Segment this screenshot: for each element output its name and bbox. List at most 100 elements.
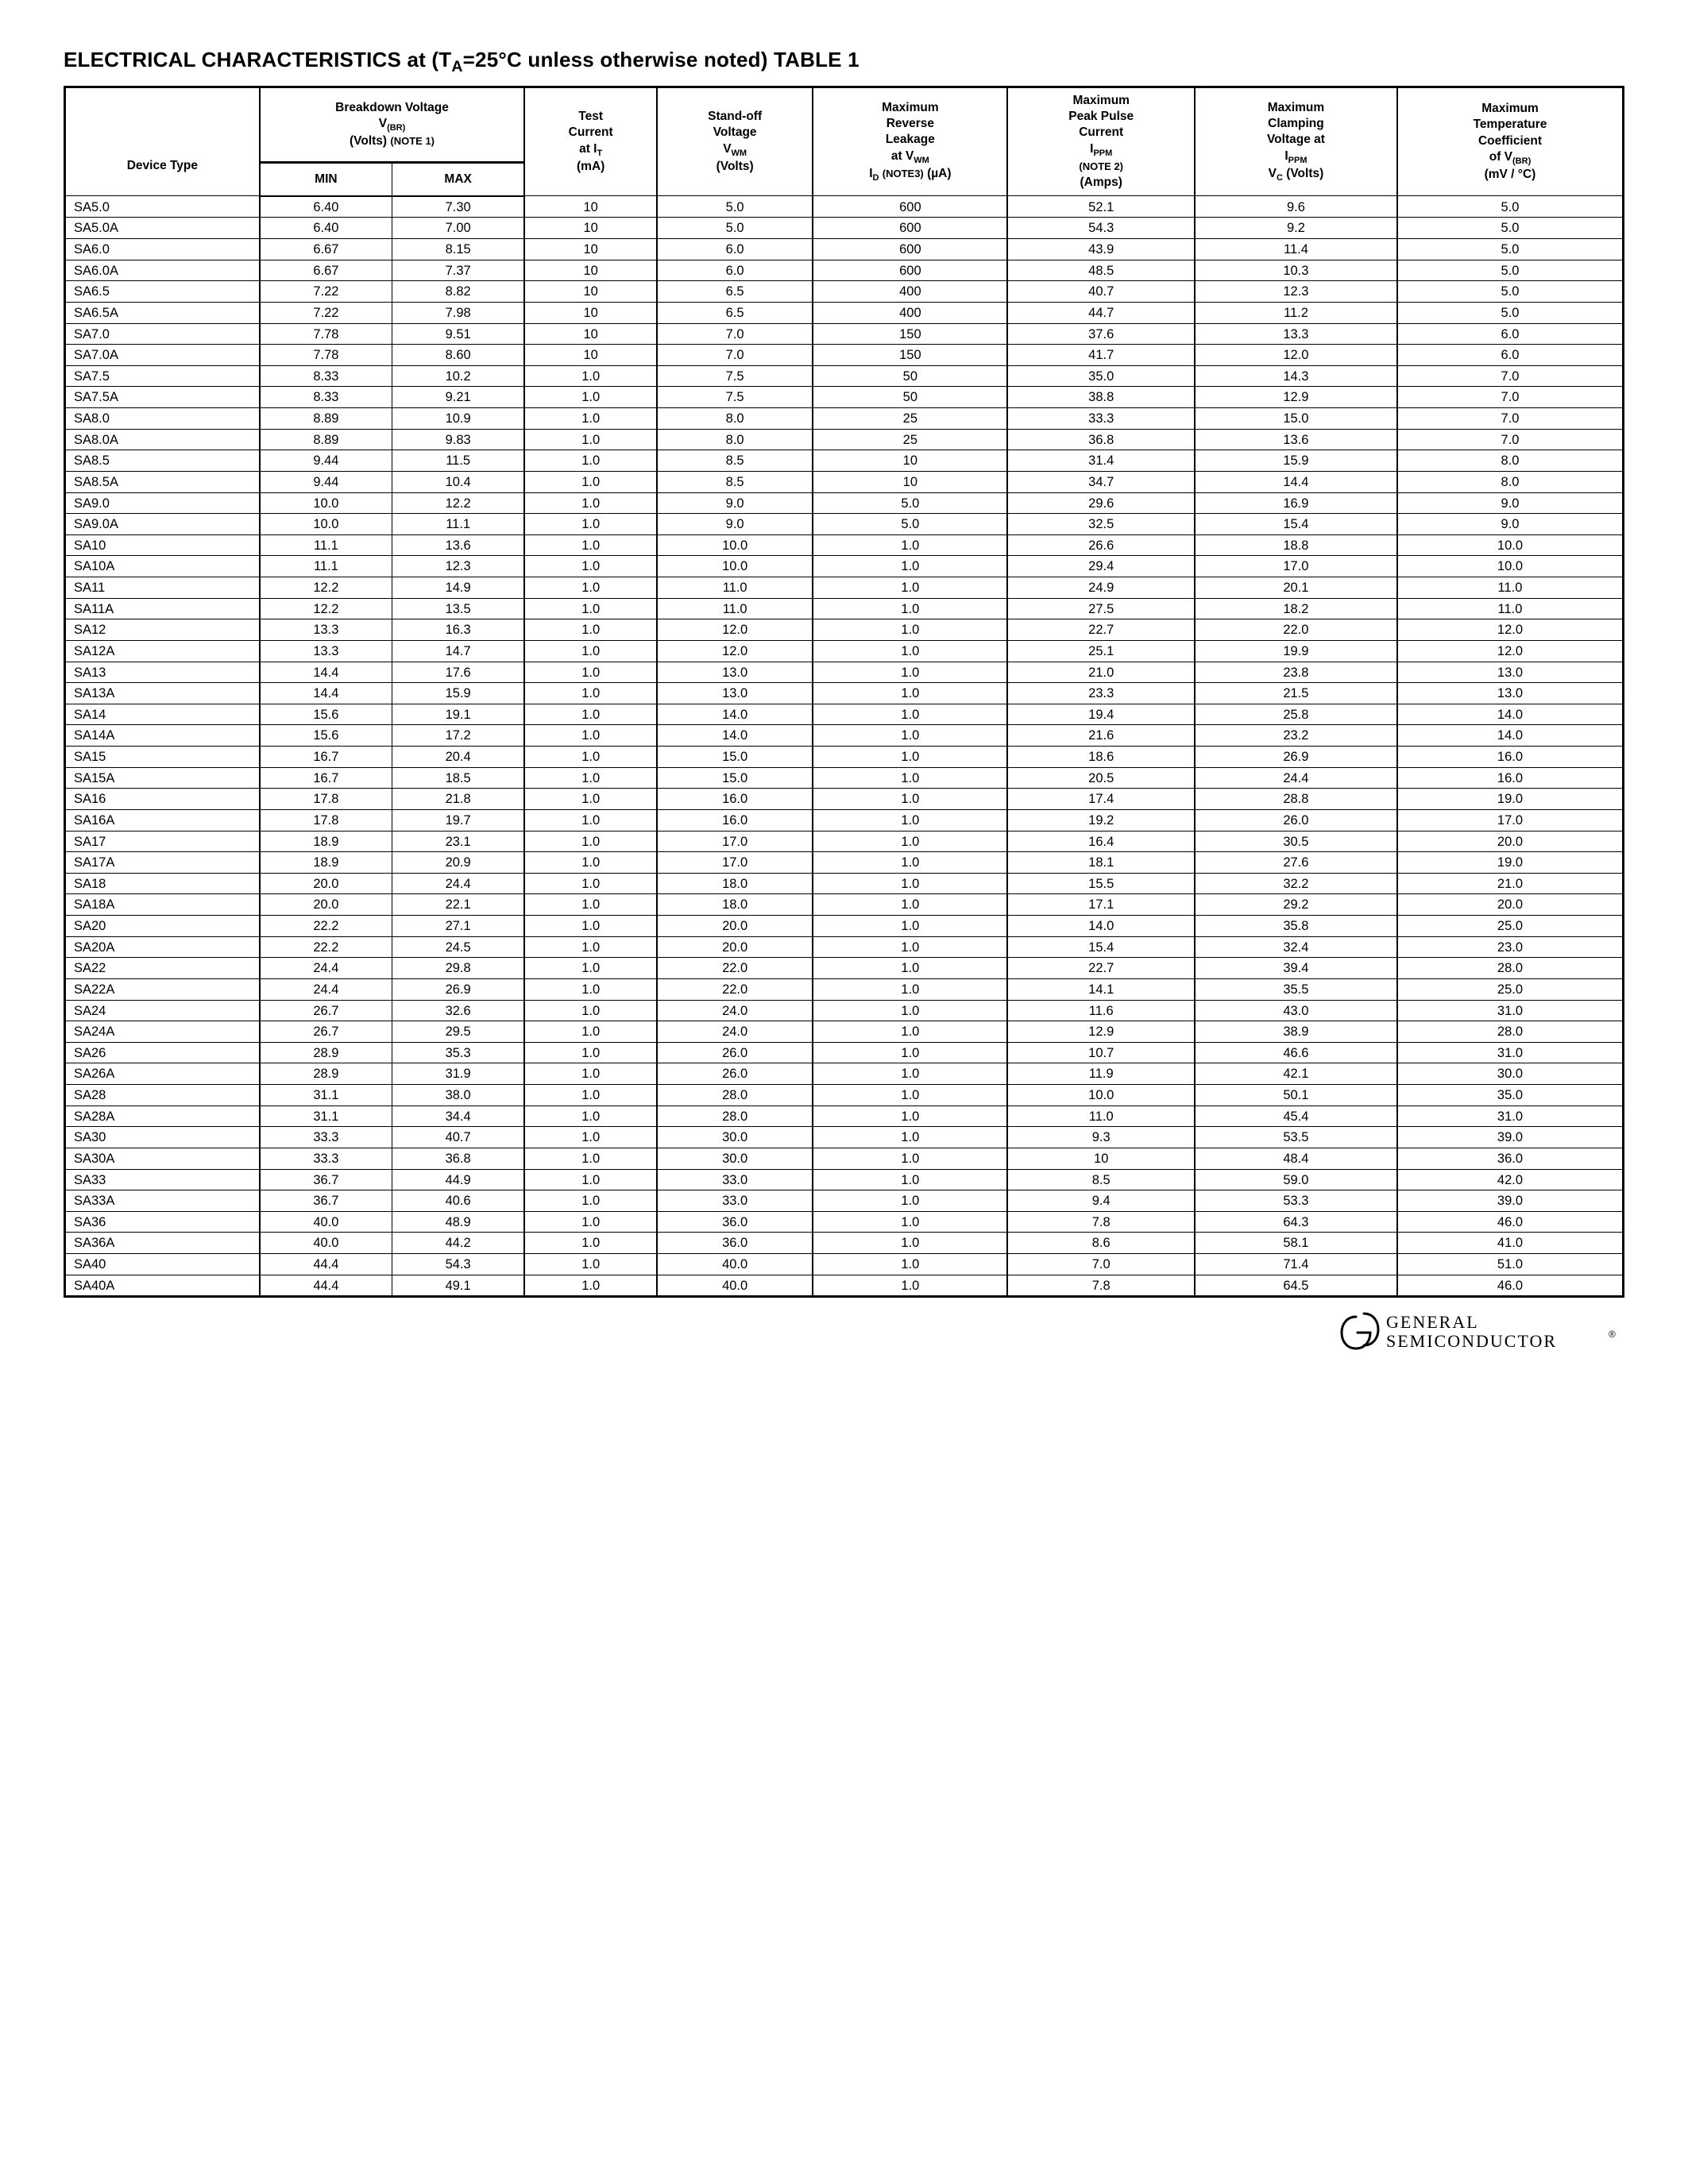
cell: 14.4 [1195,471,1397,492]
cell: 1.0 [524,619,657,641]
cell: 19.4 [1007,704,1194,725]
cell: 26.0 [657,1063,813,1085]
cell: 31.4 [1007,450,1194,472]
cell: 23.8 [1195,662,1397,683]
cell: 7.0 [1397,408,1624,430]
cell: 10 [524,196,657,218]
cell: 7.22 [260,302,392,323]
cell: 18.8 [1195,534,1397,556]
cell: 40.0 [657,1275,813,1297]
cell: 32.2 [1195,873,1397,894]
cell: 5.0 [657,218,813,239]
cell: 46.0 [1397,1275,1624,1297]
cell: 11.6 [1007,1000,1194,1021]
cell: 32.6 [392,1000,525,1021]
cell: 18.6 [1007,747,1194,768]
cell: 15.4 [1195,514,1397,535]
cell: 10.0 [1397,556,1624,577]
cell: SA26A [65,1063,260,1085]
cell: 8.33 [260,365,392,387]
table-row: SA1820.024.41.018.01.015.532.221.0 [65,873,1624,894]
cell: 40.0 [260,1211,392,1233]
cell: 28.8 [1195,789,1397,810]
cell: 42.0 [1397,1169,1624,1190]
cell: 48.5 [1007,260,1194,281]
cell: 28.9 [260,1063,392,1085]
cell: 20.0 [1397,894,1624,916]
cell: 1.0 [524,725,657,747]
cell: 1.0 [524,1127,657,1148]
cell: 7.5 [657,387,813,408]
cell: 40.6 [392,1190,525,1212]
cell: 30.0 [657,1148,813,1169]
cell: 20.0 [657,916,813,937]
cell: 14.9 [392,577,525,599]
cell: 53.5 [1195,1127,1397,1148]
cell: 19.0 [1397,852,1624,874]
cell: 1.0 [813,619,1007,641]
cell: 14.0 [1397,725,1624,747]
cell: 22.1 [392,894,525,916]
cell: 10 [524,218,657,239]
cell: 17.8 [260,789,392,810]
cell: 9.44 [260,471,392,492]
cell: 9.21 [392,387,525,408]
cell: SA14 [65,704,260,725]
cell: 10.3 [1195,260,1397,281]
cell: 15.4 [1007,936,1194,958]
cell: 17.0 [1195,556,1397,577]
cell: 1.0 [524,556,657,577]
table-row: SA2224.429.81.022.01.022.739.428.0 [65,958,1624,979]
cell: 29.8 [392,958,525,979]
cell: 41.0 [1397,1233,1624,1254]
cell: 31.9 [392,1063,525,1085]
cell: 21.8 [392,789,525,810]
cell: 11.2 [1195,302,1397,323]
cell: SA6.5A [65,302,260,323]
cell: 1.0 [524,1042,657,1063]
cell: 30.0 [657,1127,813,1148]
cell: 33.3 [260,1127,392,1148]
cell: 20.1 [1195,577,1397,599]
cell: 15.0 [657,747,813,768]
cell: 10 [1007,1148,1194,1169]
cell: 44.4 [260,1254,392,1275]
cell: SA10A [65,556,260,577]
cell: 30.5 [1195,831,1397,852]
cell: 1.0 [524,1233,657,1254]
cell: 31.0 [1397,1042,1624,1063]
cell: SA6.0 [65,239,260,260]
cell: 8.89 [260,429,392,450]
cell: 1.0 [524,852,657,874]
cell: 29.6 [1007,492,1194,514]
cell: 31.1 [260,1085,392,1106]
table-row: SA8.5A9.4410.41.08.51034.714.48.0 [65,471,1624,492]
cell: SA10 [65,534,260,556]
cell: 8.15 [392,239,525,260]
cell: 1.0 [524,1190,657,1212]
cell: 1.0 [524,704,657,725]
cell: 36.0 [1397,1148,1624,1169]
cell: 21.0 [1007,662,1194,683]
cell: 1.0 [524,1021,657,1043]
cell: SA15 [65,747,260,768]
cell: SA20A [65,936,260,958]
cell: 29.5 [392,1021,525,1043]
cell: 37.6 [1007,323,1194,345]
cell: 28.0 [657,1085,813,1106]
cell: 48.9 [392,1211,525,1233]
table-row: SA16A17.819.71.016.01.019.226.017.0 [65,809,1624,831]
cell: 43.9 [1007,239,1194,260]
cell: 13.0 [657,662,813,683]
cell: 22.7 [1007,619,1194,641]
cell: 9.51 [392,323,525,345]
cell: 1.0 [813,789,1007,810]
table-row: SA20A22.224.51.020.01.015.432.423.0 [65,936,1624,958]
cell: 11.0 [1007,1106,1194,1127]
cell: 5.0 [1397,281,1624,303]
cell: 1.0 [524,1106,657,1127]
cell: 50 [813,365,1007,387]
cell: 7.0 [1007,1254,1194,1275]
cell: 600 [813,260,1007,281]
cell: SA28 [65,1085,260,1106]
